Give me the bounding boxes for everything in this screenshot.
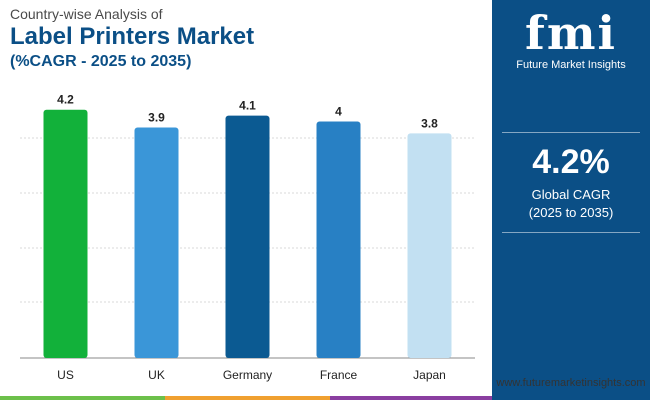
headline-cagr-value: 4.2%	[532, 143, 610, 181]
fmi-logo: fmi Future Market Insights	[492, 8, 650, 72]
bar-uk	[134, 127, 179, 358]
bar-germany	[225, 115, 270, 359]
data-label-uk: 3.9	[148, 110, 165, 124]
stripe-segment	[492, 396, 650, 400]
x-tick-label-us: US	[57, 368, 74, 382]
chart-cagr-range: (%CAGR - 2025 to 2035)	[10, 53, 192, 70]
panel-divider-top	[502, 132, 640, 133]
data-label-japan: 3.8	[421, 116, 438, 130]
headline-cagr-period: (2025 to 2035)	[528, 205, 614, 220]
data-label-germany: 4.1	[239, 99, 256, 113]
bar-us	[43, 109, 88, 358]
website-link[interactable]: www.futuremarketinsights.com	[496, 377, 646, 389]
stripe-segment	[165, 396, 330, 400]
side-panel: fmi Future Market Insights 4.2% Global C…	[492, 0, 650, 400]
data-label-us: 4.2	[57, 93, 74, 107]
stripe-segment	[330, 396, 492, 400]
bar-japan	[407, 133, 452, 358]
x-tick-label-japan: Japan	[413, 368, 446, 382]
bar-france	[316, 121, 361, 358]
x-tick-label-germany: Germany	[223, 368, 272, 382]
chart-subtitle-top: Country-wise Analysis of	[10, 6, 163, 22]
headline-cagr-label: Global CAGR	[531, 187, 611, 202]
logo-subtext: Future Market Insights	[516, 59, 626, 71]
x-tick-label-uk: UK	[148, 368, 165, 382]
x-tick-label-france: France	[320, 368, 358, 382]
logo-wordmark: fmi	[525, 6, 617, 60]
panel-divider-bottom	[502, 232, 640, 233]
data-label-france: 4	[335, 105, 342, 119]
chart-header: Country-wise Analysis of Label Printers …	[10, 5, 254, 73]
stripe-segment	[0, 396, 165, 400]
bar-chart: 4.2 US 3.9 UK 4.1 Germany 4 France 3.8 Japan	[20, 93, 475, 382]
chart-title: Label Printers Market	[10, 23, 255, 50]
